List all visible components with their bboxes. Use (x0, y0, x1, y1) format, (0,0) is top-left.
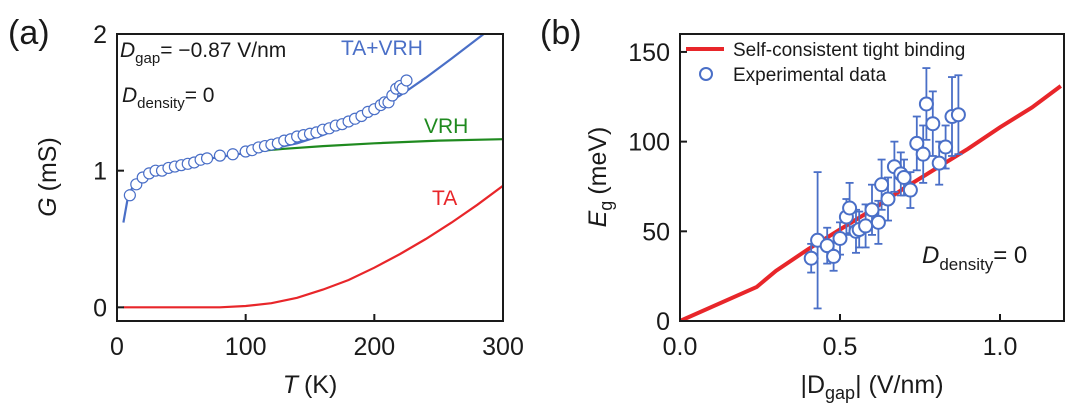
dgap-symbol: D (120, 39, 135, 62)
data-point (819, 238, 835, 254)
panel-a-label: (a) (8, 14, 50, 52)
panel-b-plot-area (680, 67, 1062, 321)
data-point (931, 155, 947, 171)
data-point (880, 191, 896, 207)
ddens-subscript: density (137, 95, 185, 112)
y-axis-unit: (meV) (584, 127, 612, 195)
series-label-ta-vrh: TA+VRH (341, 37, 423, 60)
data-point (925, 116, 941, 132)
panel-a: (a) 0 100 200 300 0 1 2 Dgap= −0.87 V/nm Ddens… (8, 14, 524, 399)
data-point (874, 177, 890, 193)
y-tick-label: 150 (628, 39, 670, 67)
x-tick-label: 0 (110, 333, 124, 361)
x-axis-subscript: gap (825, 383, 855, 403)
data-point (896, 170, 912, 185)
legend-label-experimental: Experimental data (733, 65, 887, 86)
data-point (226, 148, 239, 161)
y-tick-label: 2 (93, 21, 107, 49)
x-tick-label: 0.0 (663, 333, 698, 361)
x-axis-open: |D (800, 371, 825, 399)
data-point (870, 214, 886, 230)
panel-b-label: (b) (540, 14, 582, 52)
dgap-value: = −0.87 V/nm (160, 39, 286, 62)
data-point (918, 96, 934, 112)
panel-b-ddens-annotation: Ddensity= 0 (922, 242, 1027, 274)
panel-a-ylabel: G (mS) (34, 137, 62, 217)
panel-b-ylabel: Eg (meV) (584, 127, 616, 228)
data-point (842, 200, 858, 216)
dgap-subscript: gap (135, 50, 160, 67)
ddens-symbol: D (122, 84, 137, 107)
data-point (915, 146, 931, 162)
panel-b-frame (679, 33, 1065, 322)
x-axis-unit: (K) (304, 371, 337, 399)
y-tick-label: 50 (642, 218, 670, 246)
data-point (213, 149, 227, 162)
ddens-value: = 0 (185, 84, 215, 107)
y-tick-label: 0 (93, 294, 107, 322)
legend-label-tight-binding: Self-consistent tight binding (733, 40, 965, 61)
series-line-ta (123, 184, 503, 309)
x-axis-symbol: T (283, 371, 300, 399)
panel-b: (b) 0.0 0.5 1.0 0 50 100 150 Self-consistent t… (540, 14, 1065, 403)
panel-a-series-group (122, 34, 503, 309)
x-tick-label: 200 (353, 333, 395, 361)
data-point (123, 189, 136, 202)
panel-a-plot-area (122, 34, 503, 309)
panel-a-ticks: 0 100 200 300 0 1 2 (93, 21, 524, 361)
data-point (950, 107, 966, 123)
data-point (826, 248, 842, 264)
panel-b-ticks: 0.0 0.5 1.0 0 50 100 150 (628, 39, 1017, 361)
data-point (864, 202, 880, 218)
data-point (803, 250, 819, 266)
series-label-ta: TA (432, 187, 457, 210)
x-tick-label: 0.5 (823, 333, 858, 361)
data-point (858, 218, 874, 234)
y-tick-label: 100 (628, 129, 670, 157)
panel-a-ddens-annotation: Ddensity= 0 (122, 84, 214, 112)
panel-a-xlabel: T (K) (283, 371, 338, 399)
y-axis-symbol: E (584, 210, 612, 227)
data-point (400, 74, 413, 87)
ddens-subscript: density (939, 255, 993, 274)
data-point (909, 135, 925, 151)
y-axis-unit: (mS) (34, 137, 62, 191)
x-tick-label: 100 (225, 333, 267, 361)
x-axis-rest: | (V/nm) (855, 371, 943, 399)
panel-a-dgap-annotation: Dgap= −0.87 V/nm (120, 39, 286, 67)
panel-b-series-group (680, 67, 1062, 321)
ddens-symbol: D (922, 242, 939, 269)
data-point (902, 182, 918, 198)
data-point (832, 230, 848, 246)
x-tick-label: 1.0 (983, 333, 1018, 361)
panel-b-xlabel: |Dgap| (V/nm) (800, 371, 943, 403)
data-point (938, 139, 954, 155)
x-tick-label: 300 (482, 333, 524, 361)
legend-marker-swatch (699, 67, 713, 81)
y-axis-symbol: G (34, 197, 62, 216)
panel-a-frame (116, 33, 504, 322)
data-point (200, 152, 214, 165)
ddens-value: = 0 (993, 242, 1027, 269)
panel-b-legend: Self-consistent tight binding Experiment… (686, 40, 965, 86)
y-tick-label: 1 (93, 158, 107, 186)
y-axis-subscript: g (596, 201, 616, 211)
series-label-vrh: VRH (424, 115, 468, 138)
y-tick-label: 0 (656, 308, 670, 336)
